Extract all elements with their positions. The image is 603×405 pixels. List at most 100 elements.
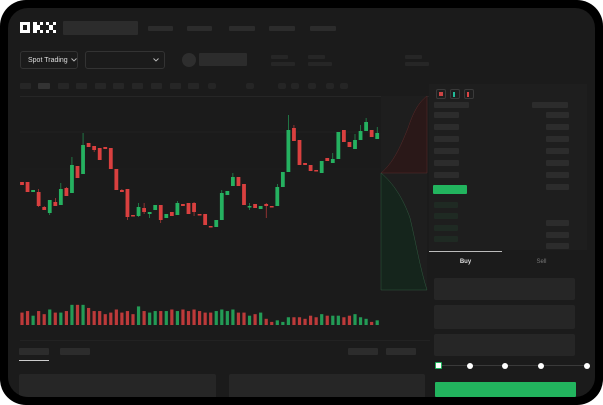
candle[interactable] bbox=[81, 145, 85, 174]
candle[interactable] bbox=[347, 142, 352, 147]
candle[interactable] bbox=[158, 205, 163, 220]
candle[interactable] bbox=[325, 158, 330, 161]
candle[interactable] bbox=[131, 215, 135, 217]
candle[interactable] bbox=[308, 165, 313, 171]
total-input[interactable] bbox=[434, 334, 575, 356]
candle[interactable] bbox=[214, 220, 219, 227]
candle[interactable] bbox=[364, 122, 368, 131]
candle[interactable] bbox=[108, 148, 113, 169]
candle[interactable] bbox=[336, 132, 341, 159]
candle[interactable] bbox=[231, 177, 235, 186]
timeframe-button[interactable] bbox=[151, 83, 162, 89]
candle[interactable] bbox=[286, 130, 291, 172]
candle[interactable] bbox=[125, 189, 130, 217]
market-selector[interactable]: Spot Trading bbox=[20, 51, 78, 69]
candle[interactable] bbox=[103, 147, 108, 149]
timeframe-button[interactable] bbox=[170, 83, 181, 89]
nav-item[interactable] bbox=[310, 26, 336, 31]
candle[interactable] bbox=[330, 159, 335, 163]
candle[interactable] bbox=[31, 190, 35, 192]
candle[interactable] bbox=[86, 143, 91, 147]
candle[interactable] bbox=[36, 192, 41, 206]
candle[interactable] bbox=[25, 182, 30, 192]
candle[interactable] bbox=[314, 170, 319, 172]
candle[interactable] bbox=[264, 204, 269, 206]
candle[interactable] bbox=[203, 214, 208, 225]
slider-step-75[interactable] bbox=[538, 363, 544, 369]
candle[interactable] bbox=[120, 190, 124, 192]
chart-tool-icon[interactable] bbox=[278, 83, 286, 89]
candle[interactable] bbox=[64, 188, 69, 196]
timeframe-button[interactable] bbox=[132, 83, 143, 89]
candle[interactable] bbox=[153, 205, 158, 210]
candle[interactable] bbox=[20, 182, 24, 185]
amount-slider[interactable] bbox=[440, 365, 590, 366]
candle[interactable] bbox=[192, 203, 196, 212]
candle[interactable] bbox=[92, 146, 97, 150]
timeframe-button[interactable] bbox=[20, 83, 31, 89]
candle[interactable] bbox=[186, 203, 191, 214]
filter-button[interactable] bbox=[348, 348, 378, 355]
pair-selector[interactable] bbox=[85, 51, 165, 69]
amount-input[interactable] bbox=[434, 305, 575, 329]
orderbook-asks-icon[interactable] bbox=[464, 89, 474, 99]
candle[interactable] bbox=[353, 140, 357, 149]
candle[interactable] bbox=[164, 214, 169, 218]
chart-tool-icon[interactable] bbox=[208, 83, 216, 89]
candle[interactable] bbox=[225, 191, 230, 195]
buy-submit-button[interactable] bbox=[435, 382, 576, 397]
slider-step-100[interactable] bbox=[584, 363, 590, 369]
candle[interactable] bbox=[70, 165, 74, 193]
tab-open-orders[interactable] bbox=[19, 348, 49, 355]
candle[interactable] bbox=[181, 204, 185, 206]
candle[interactable] bbox=[147, 212, 152, 214]
slider-step-50[interactable] bbox=[502, 363, 508, 369]
filter-button[interactable] bbox=[386, 348, 416, 355]
nav-item[interactable] bbox=[269, 26, 295, 31]
candle[interactable] bbox=[253, 204, 257, 208]
nav-item[interactable] bbox=[229, 26, 255, 31]
nav-item[interactable] bbox=[148, 26, 173, 31]
candle[interactable] bbox=[142, 208, 146, 212]
timeframe-button[interactable] bbox=[58, 83, 69, 89]
candle[interactable] bbox=[53, 202, 58, 206]
search-bar[interactable] bbox=[63, 21, 138, 35]
candle[interactable] bbox=[292, 128, 296, 141]
candle[interactable] bbox=[342, 130, 346, 142]
okx-logo[interactable] bbox=[20, 22, 57, 33]
candle[interactable] bbox=[269, 206, 274, 208]
candle[interactable] bbox=[169, 212, 174, 216]
orderbook-both-icon[interactable] bbox=[436, 89, 446, 99]
candle[interactable] bbox=[42, 207, 47, 210]
candle[interactable] bbox=[369, 130, 374, 137]
timeframe-button[interactable] bbox=[95, 83, 106, 89]
chart-tool-icon[interactable] bbox=[326, 83, 334, 89]
candle[interactable] bbox=[114, 169, 119, 190]
candle[interactable] bbox=[47, 200, 52, 213]
tab-order-history[interactable] bbox=[60, 348, 90, 355]
candle[interactable] bbox=[258, 206, 263, 209]
candle[interactable] bbox=[297, 140, 302, 165]
chart-tool-icon[interactable] bbox=[308, 83, 316, 89]
candlestick-chart[interactable] bbox=[8, 8, 595, 397]
candle[interactable] bbox=[242, 184, 246, 205]
tab-sell[interactable]: Sell bbox=[536, 259, 547, 265]
orderbook-bids-icon[interactable] bbox=[450, 89, 460, 99]
timeframe-button[interactable] bbox=[76, 83, 87, 89]
candle[interactable] bbox=[375, 133, 380, 139]
timeframe-button[interactable] bbox=[113, 83, 124, 89]
candle[interactable] bbox=[275, 187, 280, 206]
candle[interactable] bbox=[319, 161, 324, 173]
timeframe-button[interactable] bbox=[188, 83, 199, 89]
chart-tool-icon[interactable] bbox=[291, 83, 299, 89]
candle[interactable] bbox=[136, 207, 141, 216]
candle[interactable] bbox=[75, 166, 80, 178]
chart-tool-icon[interactable] bbox=[340, 83, 348, 89]
candle[interactable] bbox=[219, 193, 224, 220]
nav-item[interactable] bbox=[187, 26, 212, 31]
price-input[interactable] bbox=[434, 278, 575, 300]
candle[interactable] bbox=[247, 206, 252, 208]
slider-handle[interactable] bbox=[435, 362, 442, 369]
candle[interactable] bbox=[303, 163, 307, 165]
candle[interactable] bbox=[97, 148, 102, 160]
